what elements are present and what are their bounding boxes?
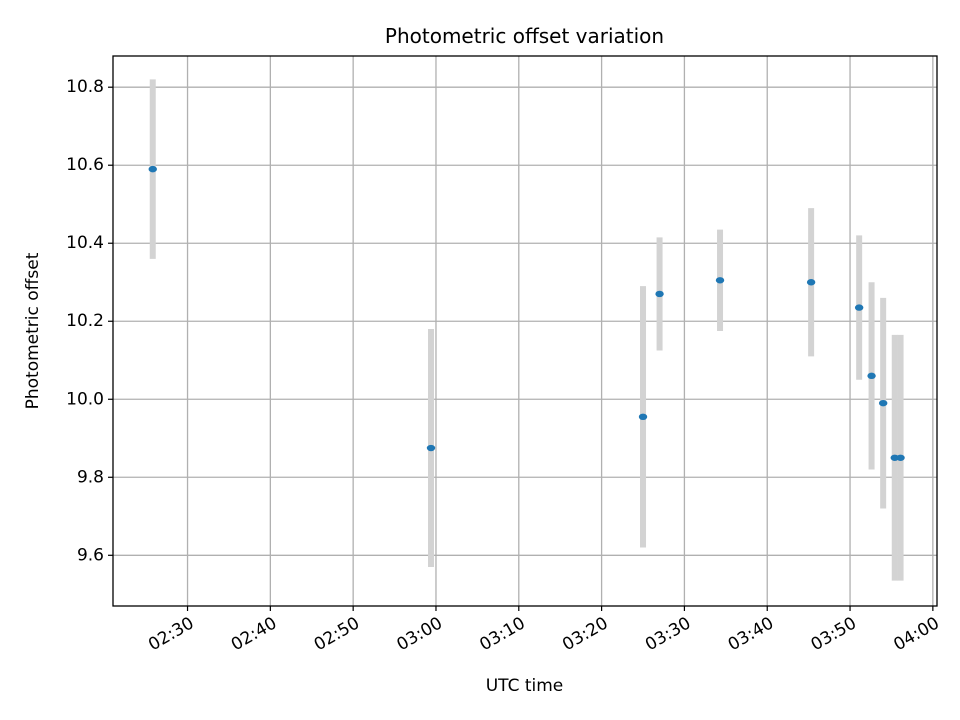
data-point	[896, 454, 905, 461]
y-tick-label: 10.6	[66, 155, 104, 175]
data-points	[148, 165, 905, 461]
data-point	[655, 290, 664, 298]
grid-lines	[113, 56, 937, 606]
y-tick-label: 10.2	[66, 311, 104, 331]
y-tick-label: 9.6	[77, 545, 104, 565]
data-point	[890, 454, 899, 461]
error-bars	[149, 79, 904, 581]
data-point	[806, 279, 816, 286]
data-point	[715, 277, 725, 284]
x-tick-label: 03:30	[642, 613, 694, 655]
x-tick-label: 03:00	[394, 613, 446, 655]
data-point	[854, 304, 864, 311]
y-tick-label: 10.8	[66, 77, 104, 97]
x-axis-title: UTC time	[486, 676, 564, 696]
chart-title: Photometric offset variation	[385, 24, 664, 48]
x-tick-label: 03:40	[725, 613, 777, 655]
x-tick-label: 02:40	[228, 613, 280, 655]
y-tick-label: 10.0	[66, 389, 104, 409]
y-axis-title: Photometric offset	[23, 252, 43, 409]
data-point	[867, 372, 876, 380]
data-point	[426, 444, 436, 452]
data-point	[148, 165, 157, 173]
x-tick-label: 04:00	[890, 613, 942, 655]
y-tick-label: 9.8	[77, 467, 104, 487]
plot-frame	[112, 55, 938, 607]
x-tick-label: 02:50	[311, 613, 363, 655]
x-tick-label: 02:30	[145, 613, 197, 655]
y-tick-label: 10.4	[66, 233, 104, 253]
x-tick-label: 03:10	[476, 613, 528, 655]
x-axis-ticks: 02:30 02:40 02:50 03:00 03:10 03:20 03:30 03:40…	[145, 606, 943, 655]
data-point	[638, 413, 648, 421]
y-axis-ticks: 9.6 9.8 10.0 10.2 10.4 10.6 10.8	[66, 77, 113, 565]
x-tick-label: 03:20	[559, 613, 611, 655]
x-tick-label: 03:50	[808, 613, 860, 655]
data-point	[878, 399, 888, 407]
